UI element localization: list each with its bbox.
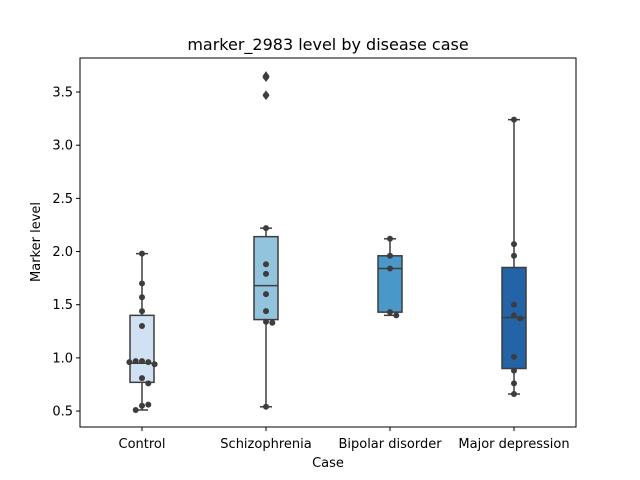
data-point (511, 380, 517, 387)
box-body (253, 235, 279, 321)
data-point (263, 92, 269, 99)
x-axis: Control Schizophrenia Bipolar disorder Majo… (119, 427, 570, 452)
box-schizophrenia (253, 71, 279, 408)
data-point (139, 375, 145, 382)
x-axis-label: Case (312, 456, 344, 471)
data-point (511, 241, 517, 248)
data-point (145, 359, 152, 366)
data-point (139, 402, 145, 409)
data-point (263, 261, 269, 268)
data-point (263, 318, 269, 325)
data-point (511, 301, 517, 308)
x-tick-label: Major depression (458, 437, 569, 452)
data-point (263, 291, 269, 298)
y-tick-label: 3.0 (52, 139, 73, 154)
box-series (129, 71, 527, 411)
plot-area (79, 57, 577, 428)
y-tick-label: 1.5 (52, 298, 73, 313)
y-tick-label: 2.5 (52, 192, 73, 207)
data-point (387, 252, 393, 259)
chart-title: marker_2983 level by disease case (187, 35, 468, 55)
data-point (139, 308, 145, 315)
data-point (126, 359, 133, 366)
data-point (269, 319, 276, 326)
box-control (129, 252, 155, 411)
data-point (393, 312, 400, 319)
data-point (139, 250, 145, 257)
data-point (511, 391, 517, 398)
data-point (511, 367, 517, 374)
data-point (132, 406, 139, 413)
y-axis: 0.5 1.0 1.5 2.0 2.5 3.0 3.5 (52, 86, 80, 420)
data-point (387, 265, 393, 272)
data-point (145, 401, 152, 408)
data-point (511, 353, 517, 360)
data-point (387, 309, 393, 316)
data-point (517, 315, 524, 322)
box-bipolar-disorder (377, 238, 403, 317)
data-point (387, 235, 393, 242)
data-point (263, 225, 269, 232)
y-tick-label: 3.5 (52, 86, 73, 101)
x-tick-label: Bipolar disorder (338, 437, 442, 452)
data-point (263, 74, 269, 81)
y-tick-label: 1.0 (52, 351, 73, 366)
data-point (511, 116, 517, 123)
x-tick-label: Schizophrenia (220, 437, 311, 452)
data-point (151, 361, 158, 368)
y-axis-label: Marker level (29, 202, 44, 282)
box-body (377, 255, 403, 313)
data-point (511, 252, 517, 259)
data-point (139, 280, 145, 287)
y-tick-label: 2.0 (52, 245, 73, 260)
data-point (139, 358, 145, 365)
data-point (139, 294, 145, 301)
data-point (263, 403, 269, 410)
y-tick-label: 0.5 (52, 405, 73, 420)
data-point (139, 322, 145, 329)
data-point (511, 312, 517, 319)
data-point (263, 308, 269, 315)
data-point (132, 358, 139, 365)
plot-frame (79, 57, 577, 428)
data-point (263, 270, 269, 277)
x-tick-label: Control (119, 437, 166, 452)
data-point (145, 380, 152, 387)
swarm-points (126, 74, 524, 413)
